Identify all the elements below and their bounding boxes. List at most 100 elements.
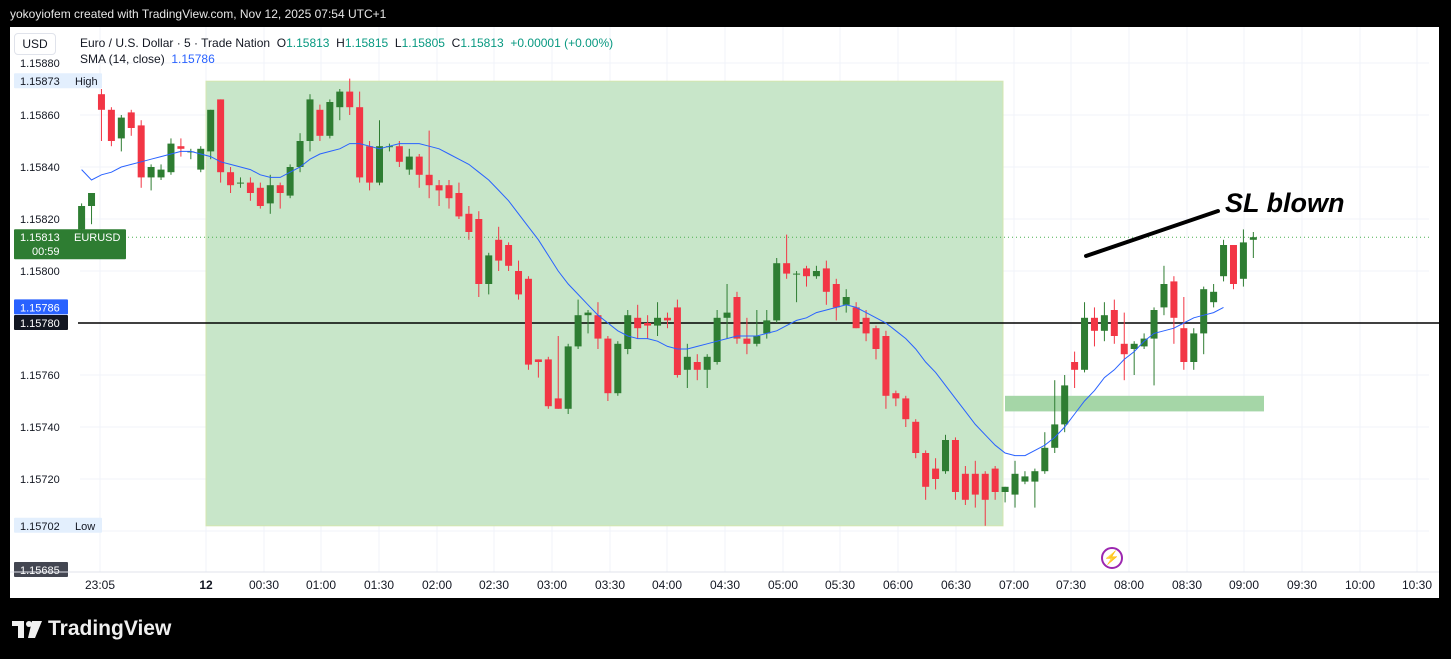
candle-body [1229,245,1237,284]
candle-body [981,473,989,500]
candle-body [485,255,493,284]
lightning-icon[interactable]: ⚡ [1101,547,1123,569]
chart-legend: Euro / U.S. Dollar · 5 · Trade Nation O1… [80,35,613,67]
legend-high-label: H [336,36,345,50]
legend-open-label: O [276,36,287,50]
candle-body [465,213,473,232]
candle-body [217,99,225,173]
candle-body [167,143,175,173]
candle-body [246,182,254,193]
candle-body [1140,338,1148,347]
candle-body [316,109,324,136]
last-price-label-countdown: 00:59 [32,246,60,258]
time-tick-label: 06:30 [941,578,971,592]
candle-body [1220,245,1228,277]
tradingview-brand[interactable]: TradingView [12,617,171,641]
legend-sma-label[interactable]: SMA (14, close) [80,52,165,66]
candle-body [366,146,374,183]
candle-body [812,271,820,277]
time-tick-label: 02:30 [479,578,509,592]
candle-body [554,398,562,409]
time-tick-label: 05:30 [825,578,855,592]
attribution-text: yokoyiofem created with TradingView.com,… [10,7,387,21]
high-price-label-text: High [75,76,98,88]
candle-body [1001,486,1009,492]
legend-symbol[interactable]: Euro / U.S. Dollar · 5 · Trade Nation [80,36,271,50]
candle-body [78,206,86,230]
candle-body [693,362,701,370]
candle-body [495,239,503,261]
candle-body [475,219,483,284]
candle-body [663,317,671,321]
candle-body [753,336,761,344]
legend-open-value: 1.15813 [286,36,330,50]
candle-body [1041,447,1049,472]
time-tick-label: 00:30 [249,578,279,592]
candle-body [624,315,632,349]
candle-body [1081,317,1089,370]
brand-name: TradingView [48,617,172,640]
candle-body [544,359,552,407]
time-tick-label: 23:05 [85,578,115,592]
zone-bar [1005,395,1264,412]
candle-body [951,440,959,492]
time-tick-label: 04:00 [652,578,682,592]
crosshair-price-label: 1.15685 [20,565,60,577]
currency-button[interactable]: USD [14,33,56,55]
candle-body [306,99,314,141]
candle-body [266,185,274,204]
candle-body [147,167,155,178]
candle-body [227,172,235,186]
candle-body [415,156,423,175]
candle-body [1190,333,1198,362]
price-tick-label: 1.15820 [20,214,60,226]
candle-body [644,323,652,326]
price-tick-label: 1.15880 [20,58,60,70]
candle-body [286,167,294,196]
candle-body [1150,310,1158,339]
candle-body [1120,343,1128,355]
candle-body [1051,424,1059,448]
legend-sma-value: 1.15786 [171,52,215,66]
last-price-label-text: EURUSD [74,232,121,244]
candle-body [971,473,979,495]
candle-body [852,307,860,329]
legend-symbol-row: Euro / U.S. Dollar · 5 · Trade Nation O1… [80,35,613,51]
annotation-line [1084,209,1220,258]
candlestick-chart[interactable]: 1.15880 1.15860 1.15840 1.15820 1.15800 1.157… [10,27,1439,598]
chart-area[interactable]: 1.15880 1.15860 1.15840 1.15820 1.15800 1.157… [10,27,1439,598]
candle-body [1200,289,1208,334]
candle-body [932,468,940,479]
candle-body [137,125,145,178]
candle-body [207,109,215,152]
time-tick-label: 08:30 [1172,578,1202,592]
time-tick-label: 02:00 [422,578,452,592]
candle-body [1110,310,1118,336]
candle-body [942,440,950,472]
candle-body [743,338,751,344]
tradingview-logo-icon [12,620,42,638]
candle-body [793,273,801,275]
legend-close-value: 1.15813 [460,36,504,50]
candle-body [534,359,542,362]
sl-blown-annotation: SL blown [1225,188,1345,218]
crosshair-price-label-bg [14,562,68,577]
candle-body [1160,284,1168,308]
last-price-label-bg [14,229,126,260]
candle-body [515,271,523,295]
candle-body [1100,315,1108,331]
candle-body [1061,385,1069,425]
time-tick-label: 10:00 [1345,578,1375,592]
legend-high-value: 1.15815 [344,36,389,50]
candle-body [276,185,284,193]
candle-body [773,263,781,321]
time-tick-label: 03:00 [537,578,567,592]
legend-change: +0.00001 (+0.00%) [510,36,614,50]
candle-body [1071,362,1079,370]
candle-body [832,284,840,308]
price-tick-label: 1.15760 [20,370,60,382]
candle-body [564,346,572,409]
candle-body [961,473,969,500]
last-price-label: 1.15813 [20,232,60,244]
level-price-label-bg [14,315,68,330]
